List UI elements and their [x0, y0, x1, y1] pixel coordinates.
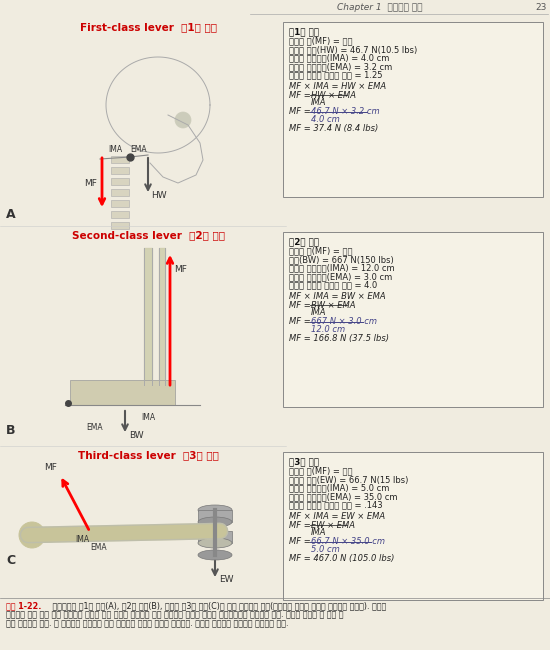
- Text: 머리의 무게(HW) = 46.7 N(10.5 lbs): 머리의 무게(HW) = 46.7 N(10.5 lbs): [289, 45, 417, 54]
- Text: C: C: [6, 554, 15, 567]
- Text: IMA: IMA: [311, 308, 327, 317]
- Text: MF =: MF =: [289, 90, 311, 99]
- Text: MF × IMA = HW × EMA: MF × IMA = HW × EMA: [289, 82, 386, 91]
- Bar: [111, 167, 129, 174]
- Text: MF =: MF =: [289, 317, 311, 326]
- Text: MF =: MF =: [289, 521, 311, 530]
- Text: IMA: IMA: [108, 144, 122, 153]
- Ellipse shape: [198, 517, 232, 527]
- Text: IMA: IMA: [311, 528, 327, 537]
- Text: EMA: EMA: [131, 144, 147, 153]
- Ellipse shape: [198, 550, 232, 560]
- Text: 제1형 지레: 제1형 지레: [289, 27, 319, 36]
- Text: 제3형 지레: 제3형 지레: [289, 457, 319, 466]
- Bar: [111, 178, 129, 185]
- Text: MF = 166.8 N (37.5 lbs): MF = 166.8 N (37.5 lbs): [289, 333, 389, 343]
- Text: MF =: MF =: [289, 107, 311, 116]
- Text: 외적인 모멘트팩(EMA) = 35.0 cm: 외적인 모멘트팩(EMA) = 35.0 cm: [289, 492, 398, 501]
- Text: MF =: MF =: [289, 300, 311, 309]
- Text: First-class lever  제1형 지레: First-class lever 제1형 지레: [80, 22, 217, 32]
- Text: 외적인 모멘트팩(EMA) = 3.0 cm: 외적인 모멘트팩(EMA) = 3.0 cm: [289, 272, 392, 281]
- Text: 에서 보이주고 있다. 각 그림에서 나타나고 있는 근활동의 유형은 동첩성 활동이다. 따라서 관절에서 발생되는 움직임은 없다.: 에서 보이주고 있다. 각 그림에서 나타나고 있는 근활동의 유형은 동첩성 …: [6, 619, 289, 628]
- Circle shape: [175, 112, 191, 128]
- Text: HW × EMA: HW × EMA: [311, 90, 356, 99]
- Text: Second-class lever  제2형 지레: Second-class lever 제2형 지레: [72, 230, 224, 240]
- Text: 제2형 지레: 제2형 지레: [289, 237, 319, 246]
- Text: EW × EMA: EW × EMA: [311, 521, 355, 530]
- Text: 근골격 지레의 역학적 이득 = 4.0: 근골격 지레의 역학적 이득 = 4.0: [289, 281, 377, 289]
- Text: MF = 467.0 N (105.0 lbs): MF = 467.0 N (105.0 lbs): [289, 554, 394, 563]
- Bar: [198, 510, 232, 522]
- Text: Third-class lever  제3형 지레: Third-class lever 제3형 지레: [78, 450, 218, 460]
- Text: 66.7 N × 35.0 cm: 66.7 N × 35.0 cm: [311, 538, 385, 547]
- Text: 5.0 cm: 5.0 cm: [311, 545, 340, 554]
- Bar: [111, 211, 129, 218]
- Bar: [111, 222, 129, 229]
- Ellipse shape: [198, 538, 232, 548]
- Text: 외적인 모멘트팩(EMA) = 3.2 cm: 외적인 모멘트팩(EMA) = 3.2 cm: [289, 62, 392, 71]
- Text: A: A: [6, 209, 15, 222]
- Bar: [70, 380, 175, 405]
- Text: MF: MF: [84, 179, 97, 187]
- Ellipse shape: [198, 505, 232, 515]
- Text: 근육의 힘(MF) = 모름: 근육의 힘(MF) = 모름: [289, 246, 353, 255]
- FancyBboxPatch shape: [283, 22, 543, 197]
- Text: 체중(BW) = 667 N(150 lbs): 체중(BW) = 667 N(150 lbs): [289, 255, 394, 264]
- Text: B: B: [6, 424, 15, 437]
- Text: EMA: EMA: [87, 422, 103, 432]
- Text: 23: 23: [536, 3, 547, 12]
- Bar: [111, 189, 129, 196]
- Text: MF = 37.4 N (8.4 lbs): MF = 37.4 N (8.4 lbs): [289, 124, 378, 133]
- Text: 내적인 모멘트팩(IMA) = 12.0 cm: 내적인 모멘트팩(IMA) = 12.0 cm: [289, 263, 395, 272]
- Text: BW: BW: [129, 430, 144, 439]
- Text: 근골격 지레의 역학적 이득 = .143: 근골격 지레의 역학적 이득 = .143: [289, 500, 383, 510]
- Text: IMA: IMA: [141, 413, 155, 421]
- Text: MF: MF: [174, 265, 187, 274]
- Text: MF × IMA = BW × EMA: MF × IMA = BW × EMA: [289, 292, 386, 301]
- Text: EW: EW: [219, 575, 234, 584]
- Text: 근육의 힘(MF) = 모름: 근육의 힘(MF) = 모름: [289, 467, 353, 476]
- Text: Chapter 1  운동학의 소개: Chapter 1 운동학의 소개: [337, 3, 423, 12]
- Circle shape: [19, 522, 45, 548]
- Text: IMA: IMA: [311, 98, 327, 107]
- Text: 내적인 모멘트팩(IMA) = 4.0 cm: 내적인 모멘트팩(IMA) = 4.0 cm: [289, 53, 389, 62]
- Text: 근골격 지레의 역학적 이득 = 1.25: 근골격 지레의 역학적 이득 = 1.25: [289, 70, 382, 79]
- Text: 그림 1-22.: 그림 1-22.: [6, 601, 41, 610]
- Text: 4.0 cm: 4.0 cm: [311, 115, 340, 124]
- Text: 667 N × 3.0 cm: 667 N × 3.0 cm: [311, 317, 377, 326]
- Bar: [111, 156, 129, 163]
- Text: MF =: MF =: [289, 538, 311, 547]
- Text: 외적인 무게(EW) = 66.7 N(15 lbs): 외적인 무게(EW) = 66.7 N(15 lbs): [289, 475, 408, 484]
- Text: HW: HW: [151, 190, 167, 200]
- Text: IMA: IMA: [75, 536, 89, 545]
- Text: EMA: EMA: [90, 543, 107, 552]
- Text: BW × EMA: BW × EMA: [311, 300, 355, 309]
- Bar: [111, 200, 129, 207]
- Text: MF × IMA = EW × EMA: MF × IMA = EW × EMA: [289, 512, 385, 521]
- Text: 내적인 모멘트팩(IMA) = 5.0 cm: 내적인 모멘트팩(IMA) = 5.0 cm: [289, 484, 389, 493]
- Text: 12.0 cm: 12.0 cm: [311, 325, 345, 334]
- FancyBboxPatch shape: [283, 452, 543, 600]
- FancyBboxPatch shape: [283, 232, 543, 407]
- Text: 근육의 힘(MF) = 모름: 근육의 힘(MF) = 모름: [289, 36, 353, 46]
- Bar: [198, 531, 232, 543]
- Text: MF: MF: [44, 463, 57, 471]
- Text: 인체에서의 제1형 지레(A), 제2형 지레(B), 그리고 제3형 지레(C)의 예를 보여주고 있다(벡터들은 정확한 비율로 그려지지 않았음). 그림: 인체에서의 제1형 지레(A), 제2형 지레(B), 그리고 제3형 지레(C…: [50, 601, 386, 610]
- Text: 오른쪽에 있는 상자 안의 내용들은 정적인 회전 평형을 유지하기 위해 요구되는 근력이 어떻게 계산되는지를 보여주고 있다. 역학적 이득은 각 상자 : 오른쪽에 있는 상자 안의 내용들은 정적인 회전 평형을 유지하기 위해 요구…: [6, 610, 344, 619]
- Text: 46.7 N × 3.2 cm: 46.7 N × 3.2 cm: [311, 107, 379, 116]
